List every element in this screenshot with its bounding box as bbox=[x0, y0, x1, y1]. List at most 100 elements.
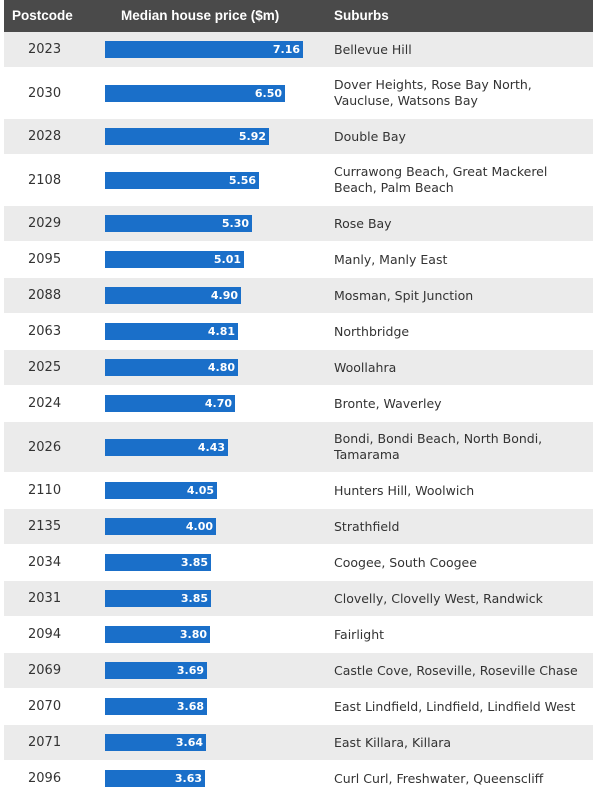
price-bar-label: 4.81 bbox=[207, 325, 235, 338]
suburbs-cell: Double Bay bbox=[334, 128, 406, 144]
price-bar-label: 4.80 bbox=[207, 361, 235, 374]
table-row: 2096 3.63 Curl Curl, Freshwater, Queenscli… bbox=[4, 761, 593, 797]
postcode-cell: 2069 bbox=[28, 663, 62, 678]
price-bar-label: 3.63 bbox=[174, 772, 202, 785]
table-row: 2031 3.85 Clovelly, Clovelly West, Randwic… bbox=[4, 581, 593, 617]
price-bar-label: 6.50 bbox=[254, 86, 282, 100]
postcode-cell: 2070 bbox=[28, 699, 62, 714]
price-bar: 3.85 bbox=[105, 554, 211, 571]
price-bar: 4.81 bbox=[105, 323, 238, 340]
header-suburbs: Suburbs bbox=[334, 8, 389, 23]
price-bar-label: 4.90 bbox=[210, 289, 238, 302]
price-bar: 3.64 bbox=[105, 734, 206, 751]
suburbs-cell: Hunters Hill, Woolwich bbox=[334, 482, 475, 498]
price-bar-label: 5.56 bbox=[228, 173, 256, 187]
price-bar-label: 5.01 bbox=[213, 253, 241, 266]
table-row: 2024 4.70 Bronte, Waverley bbox=[4, 386, 593, 422]
price-bar-label: 7.16 bbox=[272, 43, 300, 56]
price-bar-label: 3.64 bbox=[175, 736, 203, 749]
suburbs-cell: Northbridge bbox=[334, 323, 410, 339]
suburbs-cell: East Lindfield, Lindfield, Lindfield Wes… bbox=[334, 698, 576, 714]
table-row: 2030 6.50 Dover Heights, Rose Bay North, V… bbox=[4, 68, 593, 119]
price-bar-label: 3.85 bbox=[180, 556, 208, 569]
price-bar: 3.68 bbox=[105, 698, 207, 715]
postcode-cell: 2034 bbox=[28, 555, 62, 570]
postcode-cell: 2029 bbox=[28, 216, 62, 231]
table-row: 2094 3.80 Fairlight bbox=[4, 617, 593, 653]
table-row: 2028 5.92 Double Bay bbox=[4, 119, 593, 155]
suburbs-cell: Bondi, Bondi Beach, North Bondi, Tamaram… bbox=[334, 431, 543, 462]
postcode-cell: 2096 bbox=[28, 771, 62, 786]
price-bar-label: 3.69 bbox=[176, 664, 204, 677]
table-row: 2029 5.30 Rose Bay bbox=[4, 206, 593, 242]
postcode-cell: 2026 bbox=[28, 439, 62, 455]
table-row: 2069 3.69 Castle Cove, Roseville, Rosevill… bbox=[4, 653, 593, 689]
suburbs-cell: Strathfield bbox=[334, 518, 400, 534]
suburbs-cell: Dover Heights, Rose Bay North, Vaucluse,… bbox=[334, 77, 532, 108]
price-bar: 5.30 bbox=[105, 215, 252, 232]
header-median-price: Median house price ($m) bbox=[121, 8, 280, 23]
price-bar: 4.05 bbox=[105, 482, 217, 499]
price-bar: 3.85 bbox=[105, 590, 211, 607]
suburbs-cell: Mosman, Spit Junction bbox=[334, 287, 474, 303]
price-bar-label: 3.80 bbox=[179, 628, 207, 641]
postcode-cell: 2110 bbox=[28, 483, 62, 498]
price-bar-label: 4.70 bbox=[204, 397, 232, 410]
postcode-cell: 2088 bbox=[28, 288, 62, 303]
price-bar: 6.50 bbox=[105, 84, 285, 102]
header-postcode: Postcode bbox=[12, 8, 73, 23]
table-row: 2108 5.56 Currawong Beach, Great Mackerel … bbox=[4, 155, 593, 206]
table-row: 2110 4.05 Hunters Hill, Woolwich bbox=[4, 473, 593, 509]
suburbs-cell: Curl Curl, Freshwater, Queenscliff bbox=[334, 770, 544, 786]
table-row: 2063 4.81 Northbridge bbox=[4, 314, 593, 350]
table-row: 2026 4.43 Bondi, Bondi Beach, North Bondi,… bbox=[4, 422, 593, 473]
price-bar: 4.00 bbox=[105, 518, 216, 535]
postcode-cell: 2030 bbox=[28, 85, 62, 101]
price-bar: 7.16 bbox=[105, 41, 303, 58]
price-bar-label: 5.92 bbox=[238, 130, 266, 143]
table-row: 2088 4.90 Mosman, Spit Junction bbox=[4, 278, 593, 314]
suburbs-cell: Woollahra bbox=[334, 359, 397, 375]
price-bar: 4.80 bbox=[105, 359, 238, 376]
postcode-cell: 2024 bbox=[28, 396, 62, 411]
table-row: 2025 4.80 Woollahra bbox=[4, 350, 593, 386]
price-bar-label: 3.85 bbox=[180, 592, 208, 605]
postcode-cell: 2095 bbox=[28, 252, 62, 267]
suburbs-cell: Fairlight bbox=[334, 626, 385, 642]
price-bar: 4.90 bbox=[105, 287, 241, 304]
suburbs-cell: Manly, Manly East bbox=[334, 251, 448, 267]
price-bar-label: 4.43 bbox=[197, 440, 225, 454]
postcode-cell: 2135 bbox=[28, 519, 62, 534]
price-bar: 5.01 bbox=[105, 251, 244, 268]
postcode-cell: 2028 bbox=[28, 129, 62, 144]
suburbs-cell: Coogee, South Coogee bbox=[334, 554, 477, 570]
suburbs-cell: Clovelly, Clovelly West, Randwick bbox=[334, 590, 543, 606]
table-row: 2071 3.64 East Killara, Killara bbox=[4, 725, 593, 761]
table-row: 2034 3.85 Coogee, South Coogee bbox=[4, 545, 593, 581]
price-bar-label: 5.30 bbox=[221, 217, 249, 230]
postcode-cell: 2108 bbox=[28, 172, 62, 188]
suburbs-cell: Currawong Beach, Great Mackerel Beach, P… bbox=[334, 164, 548, 195]
price-bar: 5.92 bbox=[105, 128, 269, 145]
price-bar-label: 4.00 bbox=[185, 520, 213, 533]
suburbs-cell: East Killara, Killara bbox=[334, 734, 452, 750]
postcode-cell: 2094 bbox=[28, 627, 62, 642]
postcode-cell: 2071 bbox=[28, 735, 62, 750]
price-bar: 4.43 bbox=[105, 438, 228, 456]
table-row: 2070 3.68 East Lindfield, Lindfield, Lindf… bbox=[4, 689, 593, 725]
table-row: 2023 7.16 Bellevue Hill bbox=[4, 32, 593, 68]
price-table: Postcode Median house price ($m) Suburbs… bbox=[4, 0, 593, 797]
suburbs-cell: Rose Bay bbox=[334, 215, 392, 231]
suburbs-cell: Bellevue Hill bbox=[334, 41, 412, 57]
postcode-cell: 2025 bbox=[28, 360, 62, 375]
suburbs-cell: Bronte, Waverley bbox=[334, 395, 442, 411]
postcode-cell: 2063 bbox=[28, 324, 62, 339]
postcode-cell: 2023 bbox=[28, 42, 62, 57]
price-bar: 3.69 bbox=[105, 662, 207, 679]
suburbs-cell: Castle Cove, Roseville, Roseville Chase bbox=[334, 662, 578, 678]
price-bar: 4.70 bbox=[105, 395, 235, 412]
table-row: 2135 4.00 Strathfield bbox=[4, 509, 593, 545]
table-body: 2023 7.16 Bellevue Hill 2030 6.50 Dover Heigh… bbox=[4, 32, 593, 797]
price-bar-label: 3.68 bbox=[176, 700, 204, 713]
price-bar: 3.63 bbox=[105, 770, 205, 787]
